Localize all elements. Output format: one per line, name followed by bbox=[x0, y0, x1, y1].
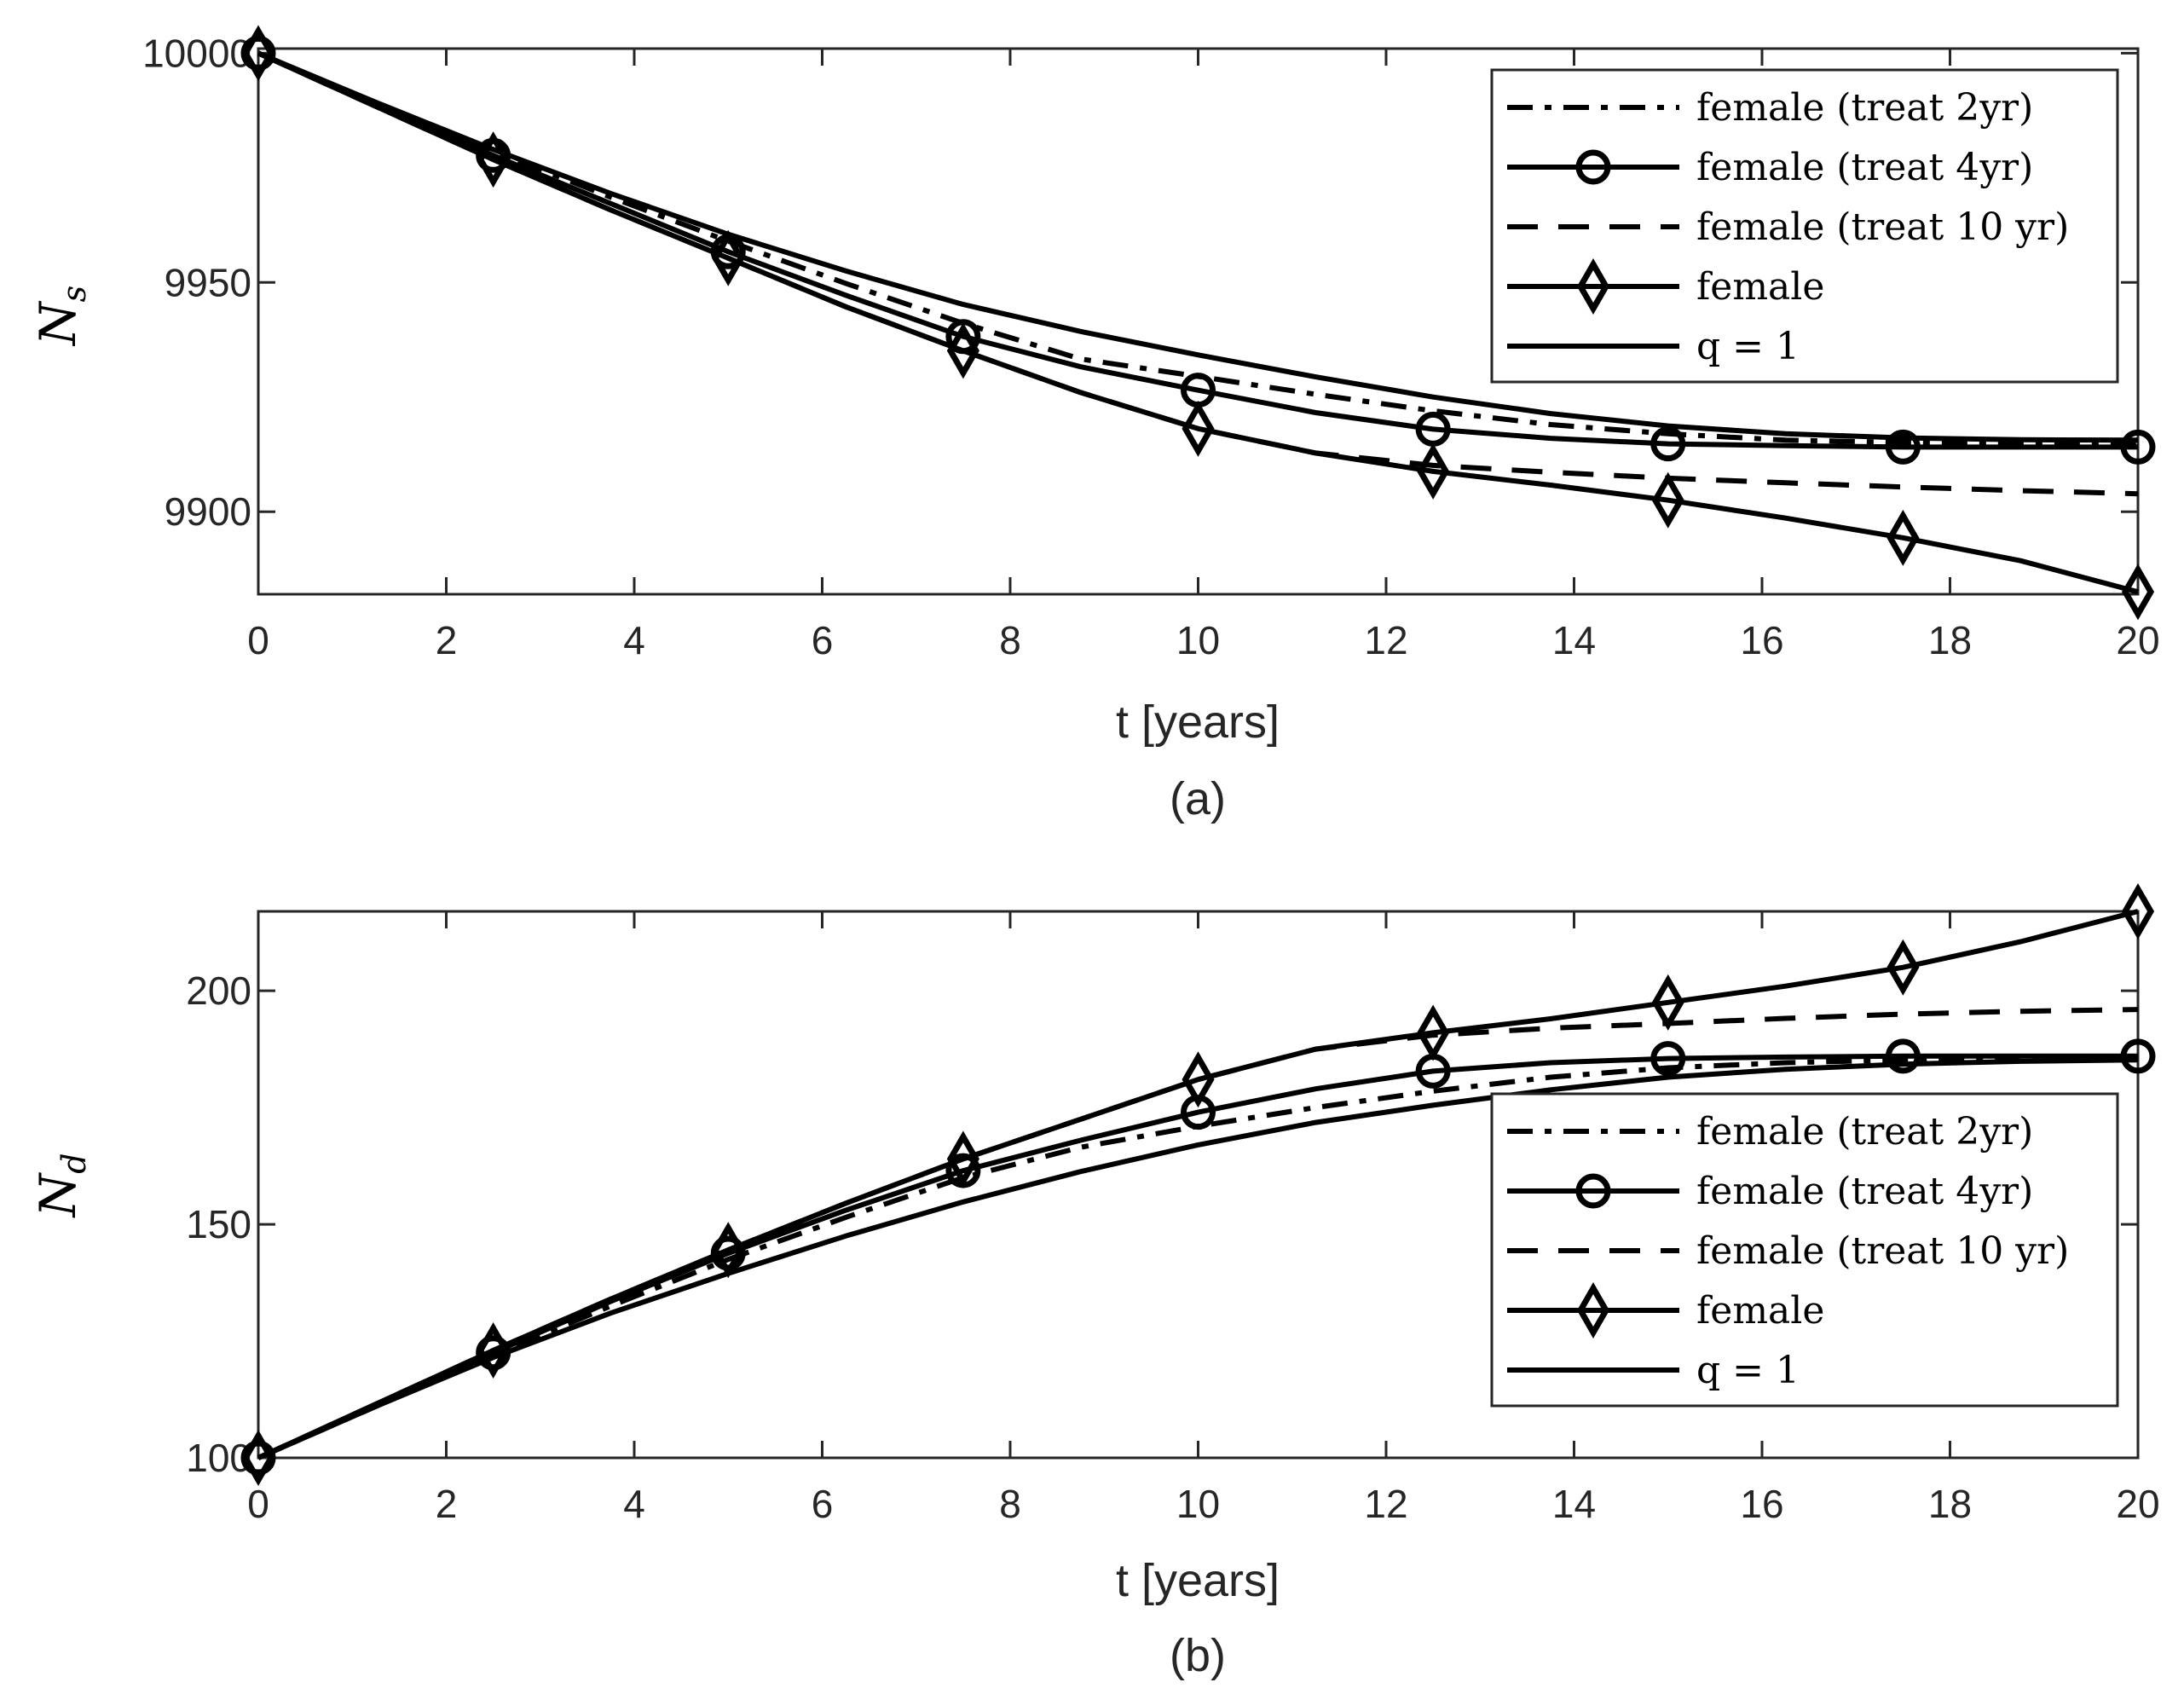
panel-a-xtick-label: 8 bbox=[999, 618, 1021, 662]
panel-b-series-3-marker bbox=[2121, 882, 2155, 940]
panel-a-ylabel-main: N bbox=[29, 300, 87, 347]
panel-b-legend-label-3: female bbox=[1696, 1289, 1824, 1333]
panel-b-series-3-marker bbox=[1417, 1004, 1450, 1061]
panel-a-xtick-label: 0 bbox=[247, 618, 269, 662]
panel-a-legend-label-1: female (treat 4yr) bbox=[1696, 146, 2033, 189]
panel-b-ylabel-main: N bbox=[29, 1172, 87, 1219]
panel-a-legend-label-2: female (treat 10 yr) bbox=[1696, 205, 2069, 249]
panel-b-xtick-label: 4 bbox=[623, 1482, 645, 1526]
panel-b-legend-marker-3 bbox=[1576, 1281, 1610, 1339]
panel-b-legend-marker-1 bbox=[1575, 1173, 1611, 1209]
panel-a-legend-label-3: female bbox=[1696, 265, 1824, 309]
panel-a-series-3-marker bbox=[2121, 564, 2155, 621]
panel-a-xtick-label: 14 bbox=[1552, 618, 1596, 662]
panel-b-series-3-marker bbox=[1182, 1051, 1215, 1108]
panel-a: 0 2 4 6 8 10 12 14 16 18 20 9900 9950 10000 t [years]… bbox=[29, 25, 2160, 824]
panel-b-series-line-4 bbox=[257, 1057, 2139, 1460]
panel-a-xtick-label: 4 bbox=[623, 618, 645, 662]
panel-b-legend-label-4: q = 1 bbox=[1696, 1349, 1800, 1392]
panel-a-ytick-label: 9900 bbox=[165, 489, 251, 534]
panel-a-legend-label-4: q = 1 bbox=[1696, 325, 1800, 368]
panel-a-ylabel-sub: s bbox=[55, 286, 93, 303]
panel-a-ytick-label: 9950 bbox=[165, 260, 251, 304]
panel-b-xtick-label: 8 bbox=[999, 1482, 1021, 1526]
panel-a-legend-marker-3 bbox=[1576, 257, 1610, 315]
panel-a-legend-marker-1 bbox=[1575, 149, 1611, 185]
panel-a-legend: female (treat 2yr) female (treat 4yr) fema… bbox=[1490, 68, 2119, 384]
panel-a-series-1-marker bbox=[1885, 429, 1921, 465]
panel-b-legend: female (treat 2yr) female (treat 4yr) fema… bbox=[1490, 1092, 2119, 1408]
panel-b-series-group bbox=[240, 882, 2156, 1487]
panel-b-xlabel: t [years] bbox=[1116, 1555, 1280, 1606]
panel-b-ytick-label: 150 bbox=[186, 1202, 251, 1246]
panel-a-xtick-label: 10 bbox=[1176, 618, 1220, 662]
panel-a-series-3-marker bbox=[1182, 400, 1215, 457]
panel-b-xtick-label: 14 bbox=[1552, 1482, 1596, 1526]
panel-a-series-line-4 bbox=[257, 50, 2139, 443]
panel-a-ytick-label: 10000 bbox=[142, 31, 251, 75]
panel-a-xtick-label: 12 bbox=[1364, 618, 1407, 662]
panel-b-series-3-marker bbox=[946, 1130, 979, 1188]
panel-a-series-3-marker bbox=[241, 25, 275, 82]
panel-a-xtick-label: 16 bbox=[1740, 618, 1783, 662]
panel-b-ytick-label: 100 bbox=[186, 1436, 251, 1480]
panel-b-series-3-marker bbox=[477, 1321, 510, 1379]
panel-a-legend-box bbox=[1490, 68, 2119, 384]
panel-b-xtick-label: 2 bbox=[436, 1482, 458, 1526]
panel-a-series-line-2 bbox=[257, 50, 2139, 497]
panel-b-legend-label-0: female (treat 2yr) bbox=[1696, 1110, 2033, 1153]
panel-b-series-1-marker bbox=[1650, 1041, 1686, 1077]
panel-b-ylabel: Nd bbox=[29, 1153, 93, 1218]
panel-a-xtick-label: 18 bbox=[1928, 618, 1972, 662]
panel-b-xtick-label: 16 bbox=[1740, 1482, 1783, 1526]
panel-b-ytick-label: 200 bbox=[186, 968, 251, 1013]
panel-b-series-line-3 bbox=[257, 909, 2139, 1460]
panel-b-series-3-marker bbox=[1651, 974, 1684, 1031]
panel-b-legend-label-1: female (treat 4yr) bbox=[1696, 1170, 2033, 1213]
panel-a-series-1-marker bbox=[1650, 426, 1686, 462]
panel-a-ylabel: Ns bbox=[29, 286, 93, 347]
panel-a-series-3-marker bbox=[946, 322, 979, 379]
panel-a-legend-label-0: female (treat 2yr) bbox=[1696, 86, 2033, 130]
svg-text:Ns: Ns bbox=[29, 286, 93, 347]
panel-b-legend-label-2: female (treat 10 yr) bbox=[1696, 1229, 2069, 1273]
panel-b-xtick-label: 6 bbox=[812, 1482, 834, 1526]
panel-b-series-1-marker bbox=[2120, 1038, 2156, 1074]
panel-a-xtick-label: 2 bbox=[436, 618, 458, 662]
panel-a-series-group bbox=[240, 25, 2156, 621]
panel-a-xtick-label: 20 bbox=[2116, 618, 2159, 662]
panel-b: 0 2 4 6 8 10 12 14 16 18 20 100 150 200 t [years] (b)… bbox=[29, 882, 2160, 1681]
panel-b-xtick-label: 0 bbox=[247, 1482, 269, 1526]
panel-b-series-3-marker bbox=[1886, 939, 1920, 996]
panel-b-xtick-label: 20 bbox=[2116, 1482, 2159, 1526]
panel-b-caption: (b) bbox=[1170, 1630, 1226, 1681]
panel-a-series-line-3 bbox=[257, 50, 2139, 595]
panel-b-xtick-label: 18 bbox=[1928, 1482, 1972, 1526]
panel-b-legend-box bbox=[1490, 1092, 2119, 1408]
panel-b-xtick-label: 12 bbox=[1364, 1482, 1407, 1526]
svg-text:Nd: Nd bbox=[29, 1153, 93, 1218]
panel-a-xtick-label: 6 bbox=[812, 618, 834, 662]
panel-a-series-line-1 bbox=[257, 50, 2138, 450]
panel-b-series-1-marker bbox=[1885, 1038, 1921, 1074]
panel-a-caption: (a) bbox=[1170, 773, 1226, 824]
panel-a-series-1-marker bbox=[2120, 429, 2156, 465]
panel-b-series-3-marker bbox=[241, 1429, 275, 1487]
panel-a-xlabel: t [years] bbox=[1116, 697, 1280, 748]
panel-a-series-3-marker bbox=[1417, 442, 1450, 500]
panel-b-xtick-label: 10 bbox=[1176, 1482, 1220, 1526]
panel-a-series-3-marker bbox=[1886, 509, 1920, 566]
panel-b-series-line-2 bbox=[257, 1007, 2139, 1460]
panel-a-series-3-marker bbox=[1651, 471, 1684, 529]
panel-a-series-3-marker bbox=[712, 229, 745, 286]
panel-b-ylabel-sub: d bbox=[55, 1153, 93, 1173]
